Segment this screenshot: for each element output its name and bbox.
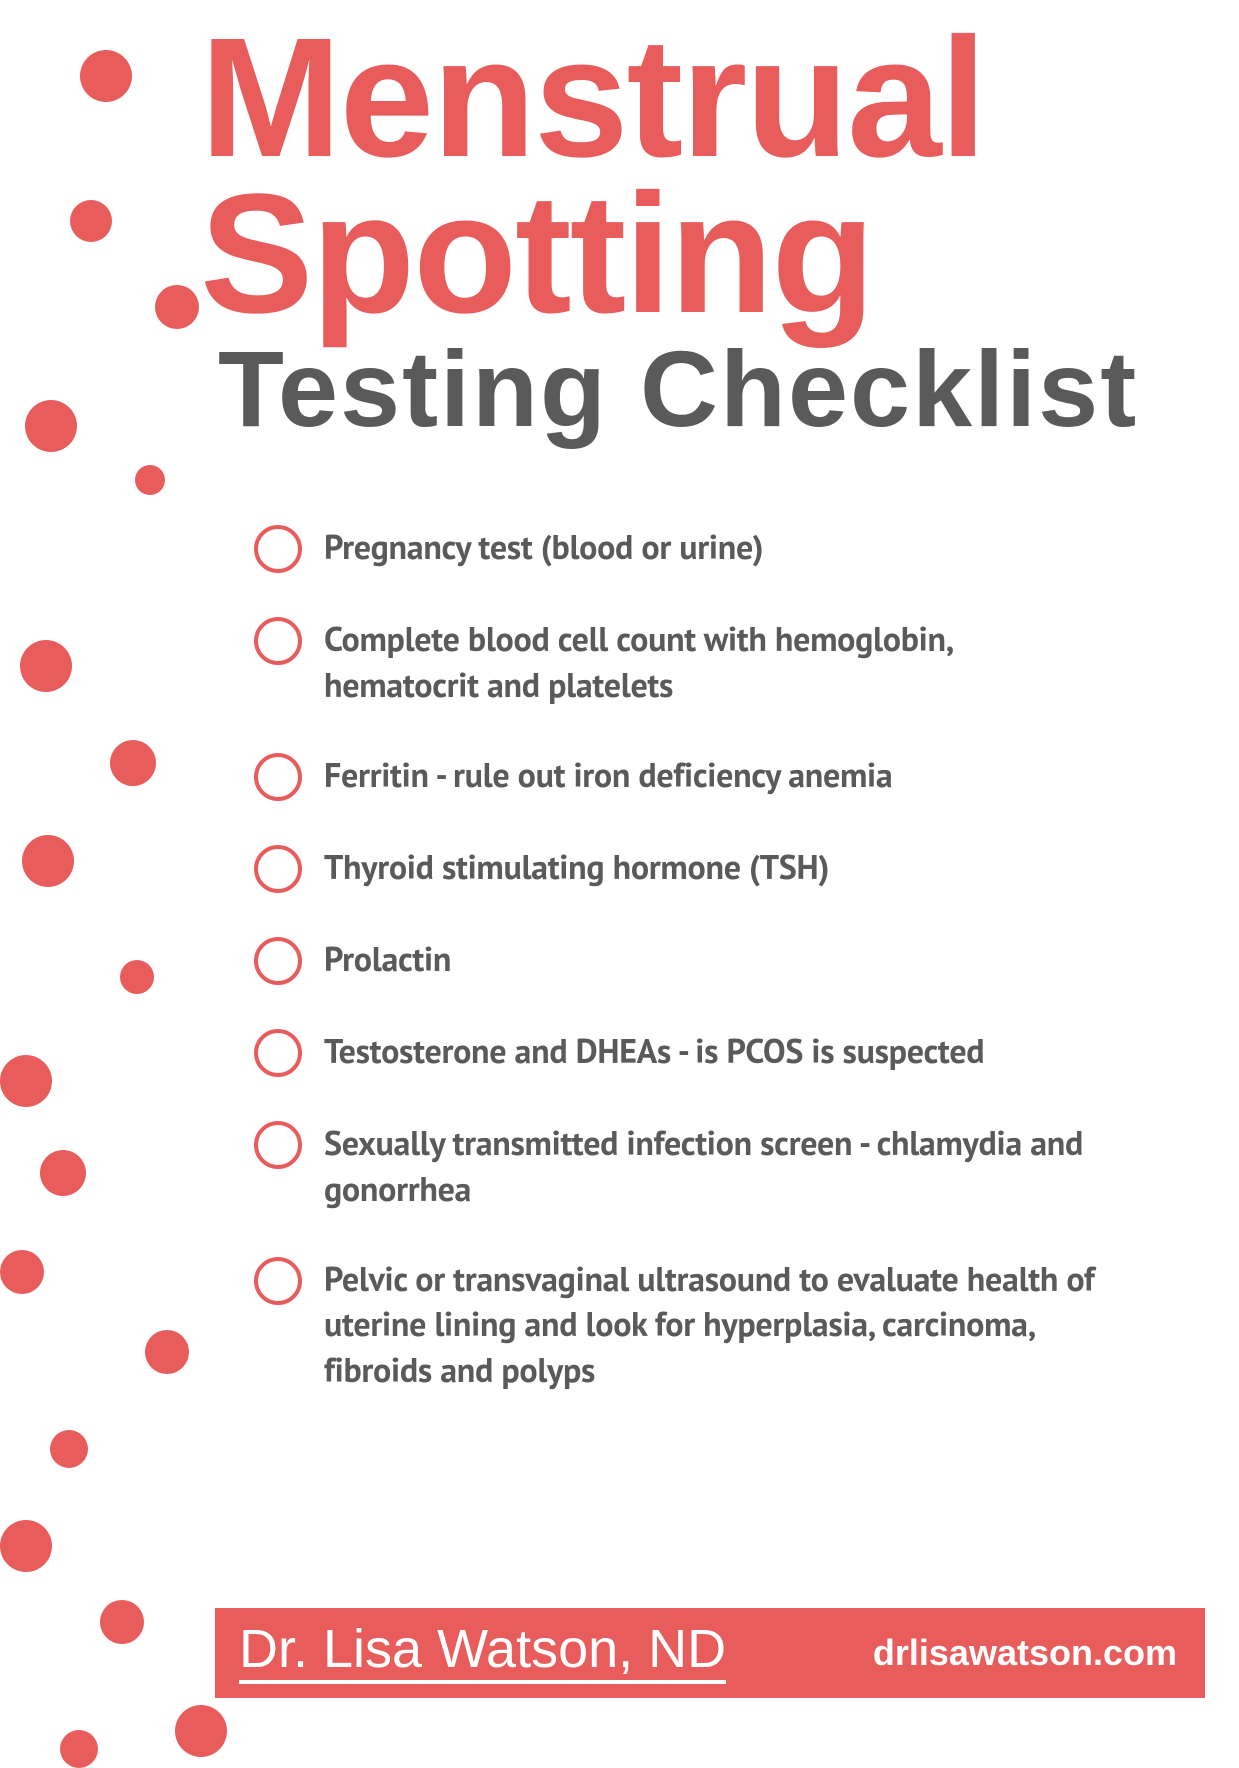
decorative-dot <box>0 1520 52 1572</box>
checklist-item-text: Pregnancy test (blood or urine) <box>324 525 763 571</box>
checklist-item: Pelvic or transvaginal ultrasound to eva… <box>254 1257 1114 1395</box>
footer-url: drlisawatson.com <box>873 1632 1177 1674</box>
decorative-dot <box>25 400 77 452</box>
checklist-item: Ferritin - rule out iron deficiency anem… <box>254 753 1114 801</box>
decorative-dot <box>120 960 154 994</box>
decorative-dot <box>100 1600 144 1644</box>
title-line-1: Menstrual <box>200 20 1200 176</box>
title-line-2: Spotting <box>200 176 1200 332</box>
decorative-dot <box>40 1150 86 1196</box>
decorative-dot <box>0 1055 52 1107</box>
checklist-item: Testosterone and DHEAs - is PCOS is susp… <box>254 1029 1114 1077</box>
checklist-bullet-icon <box>254 937 302 985</box>
decorative-dot <box>20 640 72 692</box>
checklist-item-text: Pelvic or transvaginal ultrasound to eva… <box>324 1257 1114 1395</box>
checklist-bullet-icon <box>254 753 302 801</box>
checklist-item-text: Thyroid stimulating hormone (TSH) <box>324 845 829 891</box>
checklist-item: Thyroid stimulating hormone (TSH) <box>254 845 1114 893</box>
decorative-dot <box>60 1730 98 1768</box>
title-subtitle: Testing Checklist <box>218 335 1200 443</box>
checklist-bullet-icon <box>254 1121 302 1169</box>
footer-bar: Dr. Lisa Watson, ND drlisawatson.com <box>215 1608 1205 1698</box>
decorative-dot <box>0 1250 44 1294</box>
decorative-dot <box>80 50 132 102</box>
footer-author-name: Dr. Lisa Watson, ND <box>239 1622 726 1684</box>
checklist-bullet-icon <box>254 845 302 893</box>
checklist-item-text: Sexually transmitted infection screen - … <box>324 1121 1114 1213</box>
decorative-dot <box>145 1330 189 1374</box>
checklist-bullet-icon <box>254 1029 302 1077</box>
checklist-bullet-icon <box>254 617 302 665</box>
checklist-item-text: Testosterone and DHEAs - is PCOS is susp… <box>324 1029 984 1075</box>
checklist-item: Complete blood cell count with hemoglobi… <box>254 617 1114 709</box>
decorative-dot <box>50 1430 88 1468</box>
checklist: Pregnancy test (blood or urine) Complete … <box>254 525 1114 1438</box>
checklist-item-text: Ferritin - rule out iron deficiency anem… <box>324 753 892 799</box>
checklist-item: Sexually transmitted infection screen - … <box>254 1121 1114 1213</box>
checklist-item: Pregnancy test (blood or urine) <box>254 525 1114 573</box>
decorative-dot <box>22 835 74 887</box>
decorative-dot <box>155 285 199 329</box>
decorative-dot <box>135 465 165 495</box>
checklist-bullet-icon <box>254 525 302 573</box>
checklist-item-text: Complete blood cell count with hemoglobi… <box>324 617 1114 709</box>
header: Menstrual Spotting Testing Checklist <box>200 20 1200 443</box>
decorative-dot <box>70 200 112 242</box>
decorative-dot <box>110 740 156 786</box>
checklist-item: Prolactin <box>254 937 1114 985</box>
decorative-dot <box>175 1705 227 1757</box>
checklist-item-text: Prolactin <box>324 937 451 983</box>
checklist-bullet-icon <box>254 1257 302 1305</box>
